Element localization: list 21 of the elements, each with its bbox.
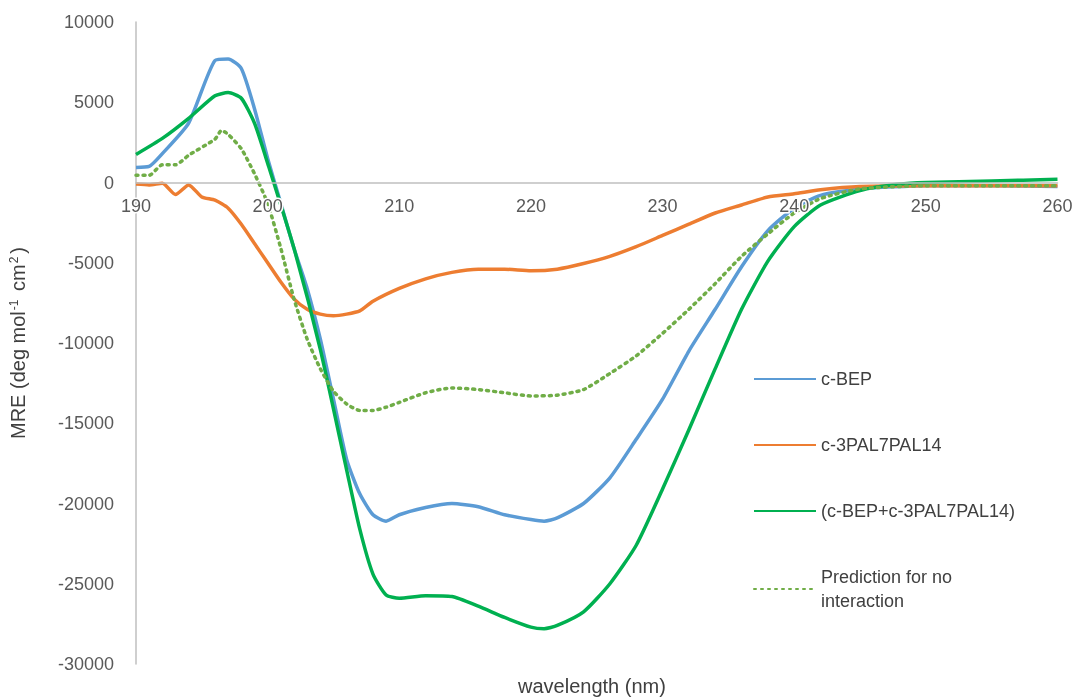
- x-tick-label: 190: [120, 195, 152, 216]
- y-tick-label: -30000: [57, 654, 114, 674]
- x-tick-label: 260: [1042, 195, 1073, 216]
- y-tick-label: 10000: [63, 12, 114, 32]
- x-tick-label: 230: [647, 195, 678, 216]
- x-axis-title: wavelength (nm): [517, 675, 666, 697]
- y-tick-label: 0: [103, 172, 114, 193]
- legend-label: Prediction for no interaction: [821, 567, 958, 611]
- legend-label: (c-BEP+c-3PAL7PAL14): [821, 501, 1015, 521]
- y-tick-label: -10000: [57, 333, 114, 353]
- x-tick-label: 250: [910, 195, 941, 216]
- y-tick-label: 5000: [73, 92, 114, 113]
- x-tick-label: 210: [384, 195, 415, 216]
- x-tick-label: 220: [515, 195, 546, 216]
- y-axis-title: MRE (deg mol-1 cm2): [7, 246, 29, 440]
- y-tick-label: -25000: [57, 573, 114, 594]
- y-tick-label: -20000: [57, 493, 114, 514]
- legend-label: c-BEP: [821, 369, 873, 389]
- y-tick-label: -5000: [67, 252, 114, 273]
- legend-label: c-3PAL7PAL14: [821, 435, 942, 455]
- y-tick-label: -15000: [57, 413, 114, 434]
